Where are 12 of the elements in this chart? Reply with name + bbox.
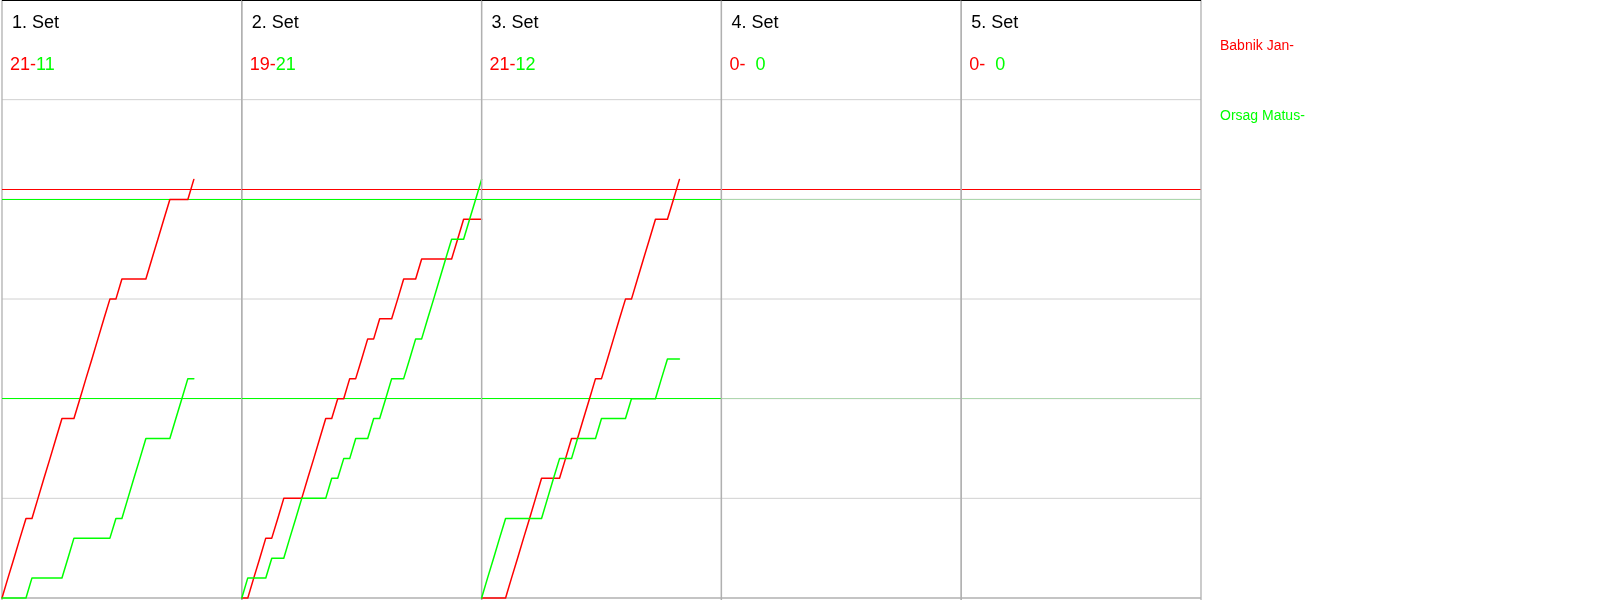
text: Babnik Jan- bbox=[1220, 37, 1295, 53]
chart-title: 1. Set bbox=[12, 12, 60, 32]
chart-subtitle: 21-12 bbox=[489, 54, 536, 74]
text: 5. Set bbox=[971, 12, 1019, 32]
chart-title: 3. Set bbox=[491, 12, 539, 32]
chart-subtitle: 19-21 bbox=[249, 54, 296, 74]
text: 4. Set bbox=[731, 12, 779, 32]
text: Orsag Matus- bbox=[1220, 107, 1306, 123]
chart-subtitle: 21-11 bbox=[10, 54, 55, 74]
text: 0- 0 bbox=[969, 54, 1006, 74]
text: 0- 0 bbox=[729, 54, 766, 74]
chart-title: 2. Set bbox=[251, 12, 299, 32]
